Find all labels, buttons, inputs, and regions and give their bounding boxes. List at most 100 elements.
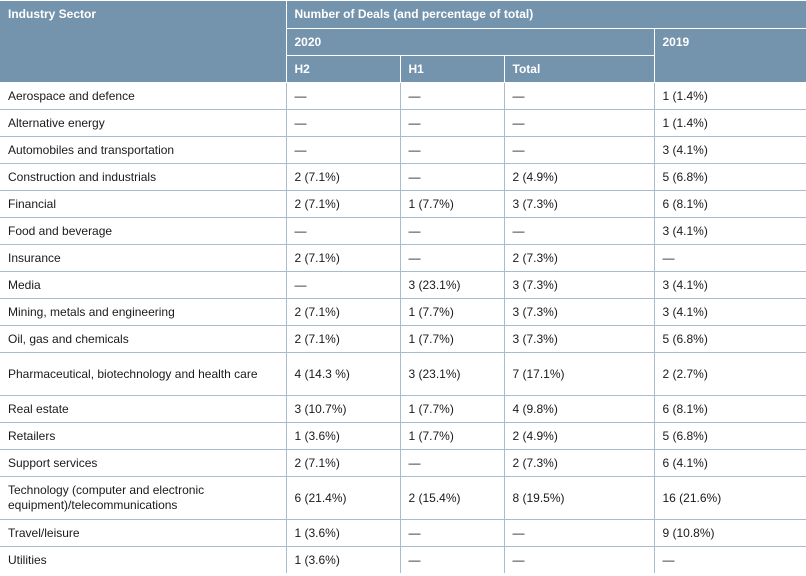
h1-cell: — (400, 519, 505, 547)
y2019-cell: 6 (8.1%) (654, 395, 806, 423)
table-row: Construction and industrials 2 (7.1%) — … (0, 163, 806, 191)
h2-cell: 2 (7.1%) (286, 163, 401, 191)
h2-cell: 4 (14.3 %) (286, 352, 401, 396)
h2-cell: 2 (7.1%) (286, 325, 401, 353)
y2019-cell: 3 (4.1%) (654, 217, 806, 245)
h2-cell: — (286, 217, 401, 245)
h2-cell: — (286, 271, 401, 299)
h2-cell: 2 (7.1%) (286, 298, 401, 326)
h1-cell: 3 (23.1%) (400, 352, 505, 396)
table-row: Utilities 1 (3.6%) — — — (0, 546, 806, 573)
h1-cell: 1 (7.7%) (400, 190, 505, 218)
y2019-cell: 6 (4.1%) (654, 449, 806, 477)
table-body: Aerospace and defence — — — 1 (1.4%) Alt… (0, 82, 806, 573)
y2019-cell: 6 (8.1%) (654, 190, 806, 218)
h1-cell: — (400, 449, 505, 477)
total-cell: — (504, 82, 655, 110)
y2019-cell: 1 (1.4%) (654, 109, 806, 137)
h1-cell: — (400, 82, 505, 110)
sector-cell: Technology (computer and electronic equi… (0, 476, 287, 520)
table-row: Travel/leisure 1 (3.6%) — — 9 (10.8%) (0, 519, 806, 547)
h1-cell: 1 (7.7%) (400, 325, 505, 353)
y2019-cell: 3 (4.1%) (654, 298, 806, 326)
sector-cell: Utilities (0, 546, 287, 573)
table-row: Technology (computer and electronic equi… (0, 476, 806, 520)
total-cell: — (504, 136, 655, 164)
h2-cell: 2 (7.1%) (286, 449, 401, 477)
sector-cell: Alternative energy (0, 109, 287, 137)
total-cell: — (504, 109, 655, 137)
header-h1: H1 (400, 55, 505, 83)
y2019-cell: 1 (1.4%) (654, 82, 806, 110)
h1-cell: — (400, 217, 505, 245)
table-row: Pharmaceutical, biotechnology and health… (0, 352, 806, 396)
sector-cell: Travel/leisure (0, 519, 287, 547)
total-cell: 3 (7.3%) (504, 298, 655, 326)
table-row: Automobiles and transportation — — — 3 (… (0, 136, 806, 164)
h1-cell: — (400, 136, 505, 164)
total-cell: 8 (19.5%) (504, 476, 655, 520)
sector-cell: Real estate (0, 395, 287, 423)
sector-cell: Food and beverage (0, 217, 287, 245)
total-cell: 3 (7.3%) (504, 271, 655, 299)
table-row: Real estate 3 (10.7%) 1 (7.7%) 4 (9.8%) … (0, 395, 806, 423)
table-row: Aerospace and defence — — — 1 (1.4%) (0, 82, 806, 110)
header-industry-sector: Industry Sector (0, 0, 287, 83)
h2-cell: 2 (7.1%) (286, 190, 401, 218)
header-total: Total (504, 55, 655, 83)
h2-cell: 1 (3.6%) (286, 422, 401, 450)
total-cell: 2 (7.3%) (504, 449, 655, 477)
header-year-2020: 2020 (286, 28, 655, 56)
y2019-cell: 9 (10.8%) (654, 519, 806, 547)
total-cell: 4 (9.8%) (504, 395, 655, 423)
total-cell: 3 (7.3%) (504, 190, 655, 218)
total-cell: 2 (4.9%) (504, 422, 655, 450)
h2-cell: — (286, 82, 401, 110)
total-cell: — (504, 546, 655, 573)
h1-cell: — (400, 546, 505, 573)
total-cell: — (504, 519, 655, 547)
h1-cell: 3 (23.1%) (400, 271, 505, 299)
y2019-cell: 16 (21.6%) (654, 476, 806, 520)
h2-cell: 6 (21.4%) (286, 476, 401, 520)
sector-cell: Aerospace and defence (0, 82, 287, 110)
header-h2: H2 (286, 55, 401, 83)
sector-cell: Retailers (0, 422, 287, 450)
h2-cell: — (286, 109, 401, 137)
h2-cell: 2 (7.1%) (286, 244, 401, 272)
total-cell: — (504, 217, 655, 245)
y2019-cell: — (662, 552, 675, 567)
y2019-cell: 5 (6.8%) (654, 163, 806, 191)
h1-cell: — (400, 163, 505, 191)
total-cell: 7 (17.1%) (504, 352, 655, 396)
h2-cell: — (286, 136, 401, 164)
sector-cell: Media (0, 271, 287, 299)
header-number-of-deals: Number of Deals (and percentage of total… (286, 0, 806, 29)
h1-cell: 1 (7.7%) (400, 395, 505, 423)
table-header: Industry Sector Number of Deals (and per… (0, 0, 806, 83)
table-row: Media — 3 (23.1%) 3 (7.3%) 3 (4.1%) (0, 271, 806, 299)
y2019-cell: 5 (6.8%) (654, 325, 806, 353)
total-cell: 2 (4.9%) (504, 163, 655, 191)
table-row: Mining, metals and engineering 2 (7.1%) … (0, 298, 806, 326)
sector-cell: Pharmaceutical, biotechnology and health… (0, 352, 287, 396)
table-row: Oil, gas and chemicals 2 (7.1%) 1 (7.7%)… (0, 325, 806, 353)
y2019-cell: 2 (2.7%) (654, 352, 806, 396)
sector-cell: Financial (0, 190, 287, 218)
header-year-2019: 2019 (654, 28, 806, 83)
table-row: Food and beverage — — — 3 (4.1%) (0, 217, 806, 245)
h2-cell: 1 (3.6%) (286, 519, 401, 547)
table-row: Retailers 1 (3.6%) 1 (7.7%) 2 (4.9%) 5 (… (0, 422, 806, 450)
table-row: Financial 2 (7.1%) 1 (7.7%) 3 (7.3%) 6 (… (0, 190, 806, 218)
h1-cell: 1 (7.7%) (400, 298, 505, 326)
y2019-cell: 3 (4.1%) (654, 136, 806, 164)
total-cell: 2 (7.3%) (504, 244, 655, 272)
total-cell: 3 (7.3%) (504, 325, 655, 353)
h1-cell: — (400, 244, 505, 272)
h1-cell: 1 (7.7%) (400, 422, 505, 450)
y2019-cell: 3 (4.1%) (654, 271, 806, 299)
h2-cell: 1 (3.6%) (286, 546, 401, 573)
h1-cell: — (400, 109, 505, 137)
sector-cell: Mining, metals and engineering (0, 298, 287, 326)
